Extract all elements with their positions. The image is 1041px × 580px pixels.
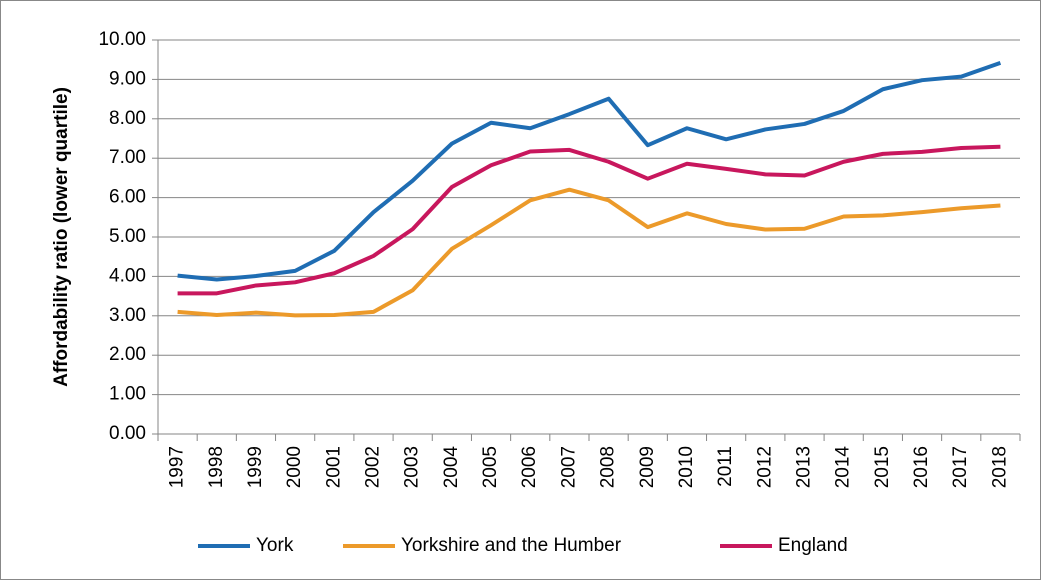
y-tick-label: 8.00 — [109, 108, 146, 129]
x-tick-label: 2004 — [441, 446, 462, 489]
x-tick-label: 2005 — [480, 446, 501, 488]
y-tick-label: 5.00 — [109, 226, 146, 247]
x-tick-label: 1999 — [245, 446, 266, 488]
x-tick-label: 2008 — [598, 446, 619, 488]
series-line — [177, 187, 1001, 318]
x-tick-label: 2010 — [676, 446, 697, 488]
x-tick-label: 2011 — [715, 446, 736, 487]
x-tick-label: 2013 — [794, 446, 815, 488]
x-tick-label: 1997 — [167, 446, 188, 488]
x-tick-label: 2006 — [519, 446, 540, 488]
series-line — [177, 60, 1002, 282]
legend-label: England — [778, 535, 848, 556]
x-tick-label: 2014 — [833, 446, 854, 489]
y-axis-label: Affordability ratio (lower quartile) — [51, 87, 72, 387]
y-tick-label: 4.00 — [109, 265, 146, 286]
y-tick-label: 10.00 — [98, 29, 146, 50]
y-tick-label: 6.00 — [109, 187, 146, 208]
y-tick-label: 2.00 — [109, 344, 146, 365]
x-tick-label: 2012 — [754, 446, 775, 488]
x-tick-label: 2007 — [558, 446, 579, 488]
x-tick-label: 2000 — [284, 446, 305, 488]
x-tick-label: 2003 — [402, 446, 423, 488]
legend-label: York — [256, 535, 294, 556]
x-tick-label: 2017 — [950, 446, 971, 488]
y-tick-label: 3.00 — [109, 305, 146, 326]
x-tick-label: 2002 — [363, 446, 384, 488]
x-tick-label: 2009 — [637, 446, 658, 488]
series-line — [177, 144, 1001, 296]
x-tick-label: 2001 — [323, 446, 344, 488]
x-tick-label: 2018 — [989, 446, 1010, 488]
x-tick-label: 2016 — [911, 446, 932, 488]
y-tick-label: 9.00 — [109, 68, 146, 89]
legend-label: Yorkshire and the Humber — [401, 535, 622, 556]
y-tick-label: 1.00 — [109, 384, 146, 405]
x-tick-label: 1998 — [206, 446, 227, 488]
x-tick-label: 2015 — [872, 446, 893, 488]
y-tick-label: 7.00 — [109, 147, 146, 168]
y-tick-label: 0.00 — [109, 423, 146, 444]
